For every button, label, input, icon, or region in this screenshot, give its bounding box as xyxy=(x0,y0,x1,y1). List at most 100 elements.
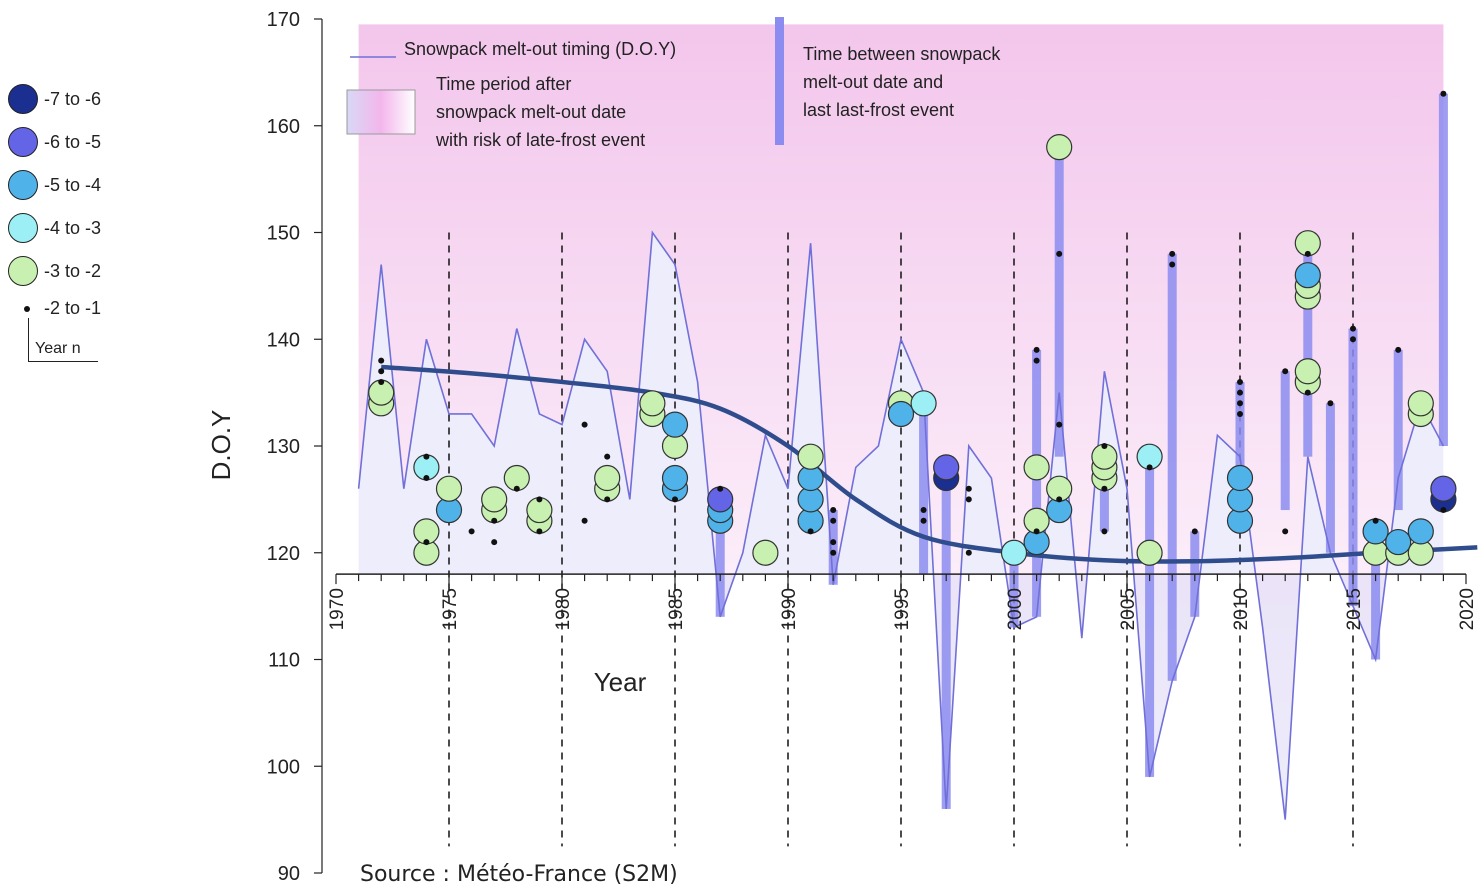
dot-2014 xyxy=(1327,400,1334,407)
dot-1981 xyxy=(581,517,588,524)
dot-1982 xyxy=(604,453,611,460)
x-tick-label-1995: 1995 xyxy=(892,588,913,630)
bar-2012 xyxy=(1280,371,1290,511)
circle-2006 xyxy=(1136,539,1163,566)
x-tick-label-2005: 2005 xyxy=(1118,588,1139,630)
legend-item: -7 to -6 xyxy=(8,84,101,114)
x-tick-label-1985: 1985 xyxy=(666,588,687,630)
dot-1985 xyxy=(672,496,678,503)
anomaly-circles xyxy=(368,134,1457,566)
legend-item-label: -4 to -3 xyxy=(44,217,102,238)
bar-2013 xyxy=(1303,253,1313,457)
dot-1981 xyxy=(581,421,588,428)
dot-1998 xyxy=(965,496,972,503)
circle-2013 xyxy=(1294,262,1321,289)
dot-1977 xyxy=(491,517,498,524)
dot-2013 xyxy=(1304,250,1311,257)
dot-1976 xyxy=(468,528,475,535)
frost-gap-bars xyxy=(715,93,1448,809)
bar-2016 xyxy=(1371,520,1381,660)
dot-2007 xyxy=(1169,261,1176,268)
circle-2001 xyxy=(1023,454,1050,481)
dot-2015 xyxy=(1350,336,1356,343)
y-tick-label-150: 150 xyxy=(267,223,300,245)
legend-line-label: Snowpack melt-out timing (D.O.Y) xyxy=(404,39,676,59)
trend-path xyxy=(381,364,1478,564)
x-tick-label-1975: 1975 xyxy=(440,588,461,630)
dot-1998 xyxy=(965,549,972,556)
x-tick-label-2010: 2010 xyxy=(1231,588,1252,630)
bar-2006 xyxy=(1145,467,1155,777)
dot-2002 xyxy=(1056,421,1063,428)
legend-item: -5 to -4 xyxy=(8,170,101,200)
y-axis-label: D.O.Y xyxy=(206,410,236,481)
legend-bar-label: Time between snowpack xyxy=(803,44,1001,64)
y-tick-label-90: 90 xyxy=(278,863,300,885)
y-tick-label-120: 120 xyxy=(267,543,300,565)
dot-icon xyxy=(24,305,30,312)
melt-out-line xyxy=(357,230,1445,820)
x-tick-label-1990: 1990 xyxy=(779,588,800,630)
circle-2010 xyxy=(1226,464,1254,492)
dot-2019 xyxy=(1440,507,1447,514)
dot-1996 xyxy=(920,507,927,514)
y-tick-label-140: 140 xyxy=(267,329,300,351)
dot-2007 xyxy=(1169,250,1176,257)
axes: 90 100 110 120 130 140 150 160 170 1970 1975 1980 19… xyxy=(206,9,1478,885)
legend-item-label: -5 to -4 xyxy=(44,174,102,195)
circle-2002 xyxy=(1046,134,1073,161)
x-axis-label: Year xyxy=(594,667,647,697)
dot-2001 xyxy=(1033,357,1040,364)
legend-item: -6 to -5 xyxy=(8,127,101,157)
circle-1975 xyxy=(435,475,463,502)
y-tick-label-100: 100 xyxy=(267,756,300,778)
circle-2000 xyxy=(1000,539,1028,566)
dot-2010 xyxy=(1237,400,1243,407)
legend-area-label: Time period after xyxy=(436,74,571,94)
legend-circle-icon xyxy=(8,127,38,157)
melt-out-polyline xyxy=(357,230,1445,820)
circle-1977 xyxy=(481,486,508,513)
circle-1985 xyxy=(661,464,689,492)
dot-1978 xyxy=(513,485,520,492)
dot-1992 xyxy=(830,517,837,524)
legend-item-label: -7 to -6 xyxy=(44,88,102,109)
dot-1974 xyxy=(423,453,430,460)
bar-2002 xyxy=(1054,147,1064,457)
legend-bar-label: melt-out date and xyxy=(803,72,943,92)
circle-2018 xyxy=(1407,390,1434,417)
bar-2017 xyxy=(1393,349,1403,511)
dot-2006 xyxy=(1146,464,1153,471)
dot-2001 xyxy=(1033,346,1040,353)
legend-circle-icon xyxy=(8,213,38,243)
bar-2019 xyxy=(1438,93,1448,446)
dot-2019 xyxy=(1440,90,1447,97)
dot-2004 xyxy=(1101,443,1108,449)
legend-dot-label: -2 to -1 xyxy=(44,298,102,318)
dot-1979 xyxy=(536,528,543,535)
circle-2018 xyxy=(1407,518,1434,545)
dot-2002 xyxy=(1056,496,1063,503)
bar-2000 xyxy=(1009,542,1019,628)
legend-item: -3 to -2 xyxy=(8,256,101,286)
y-tick-label-130: 130 xyxy=(267,436,300,458)
source-note: Source : Météo-France (S2M) xyxy=(360,862,678,887)
y-tick-label-110: 110 xyxy=(268,650,300,672)
circle-1991 xyxy=(797,443,824,470)
circle-2017 xyxy=(1385,528,1412,556)
dashed-year-lines xyxy=(448,232,1354,847)
circle-1985 xyxy=(661,411,689,438)
x-tick-label-1970: 1970 xyxy=(327,588,348,630)
dot-1972 xyxy=(378,378,385,385)
legend-area-swatch xyxy=(346,89,416,135)
legend-area-label: with risk of late-frost event xyxy=(435,130,645,150)
x-tick-label-2015: 2015 xyxy=(1344,588,1365,630)
circle-1982 xyxy=(594,464,621,492)
circle-1989 xyxy=(752,539,779,566)
dot-2004 xyxy=(1101,485,1108,492)
dot-2001 xyxy=(1033,528,1040,535)
legend-area-label: snowpack melt-out date xyxy=(436,102,626,122)
bar-2010 xyxy=(1235,381,1245,521)
legend-item-label: -3 to -2 xyxy=(44,260,102,281)
circle-1997 xyxy=(933,454,960,481)
